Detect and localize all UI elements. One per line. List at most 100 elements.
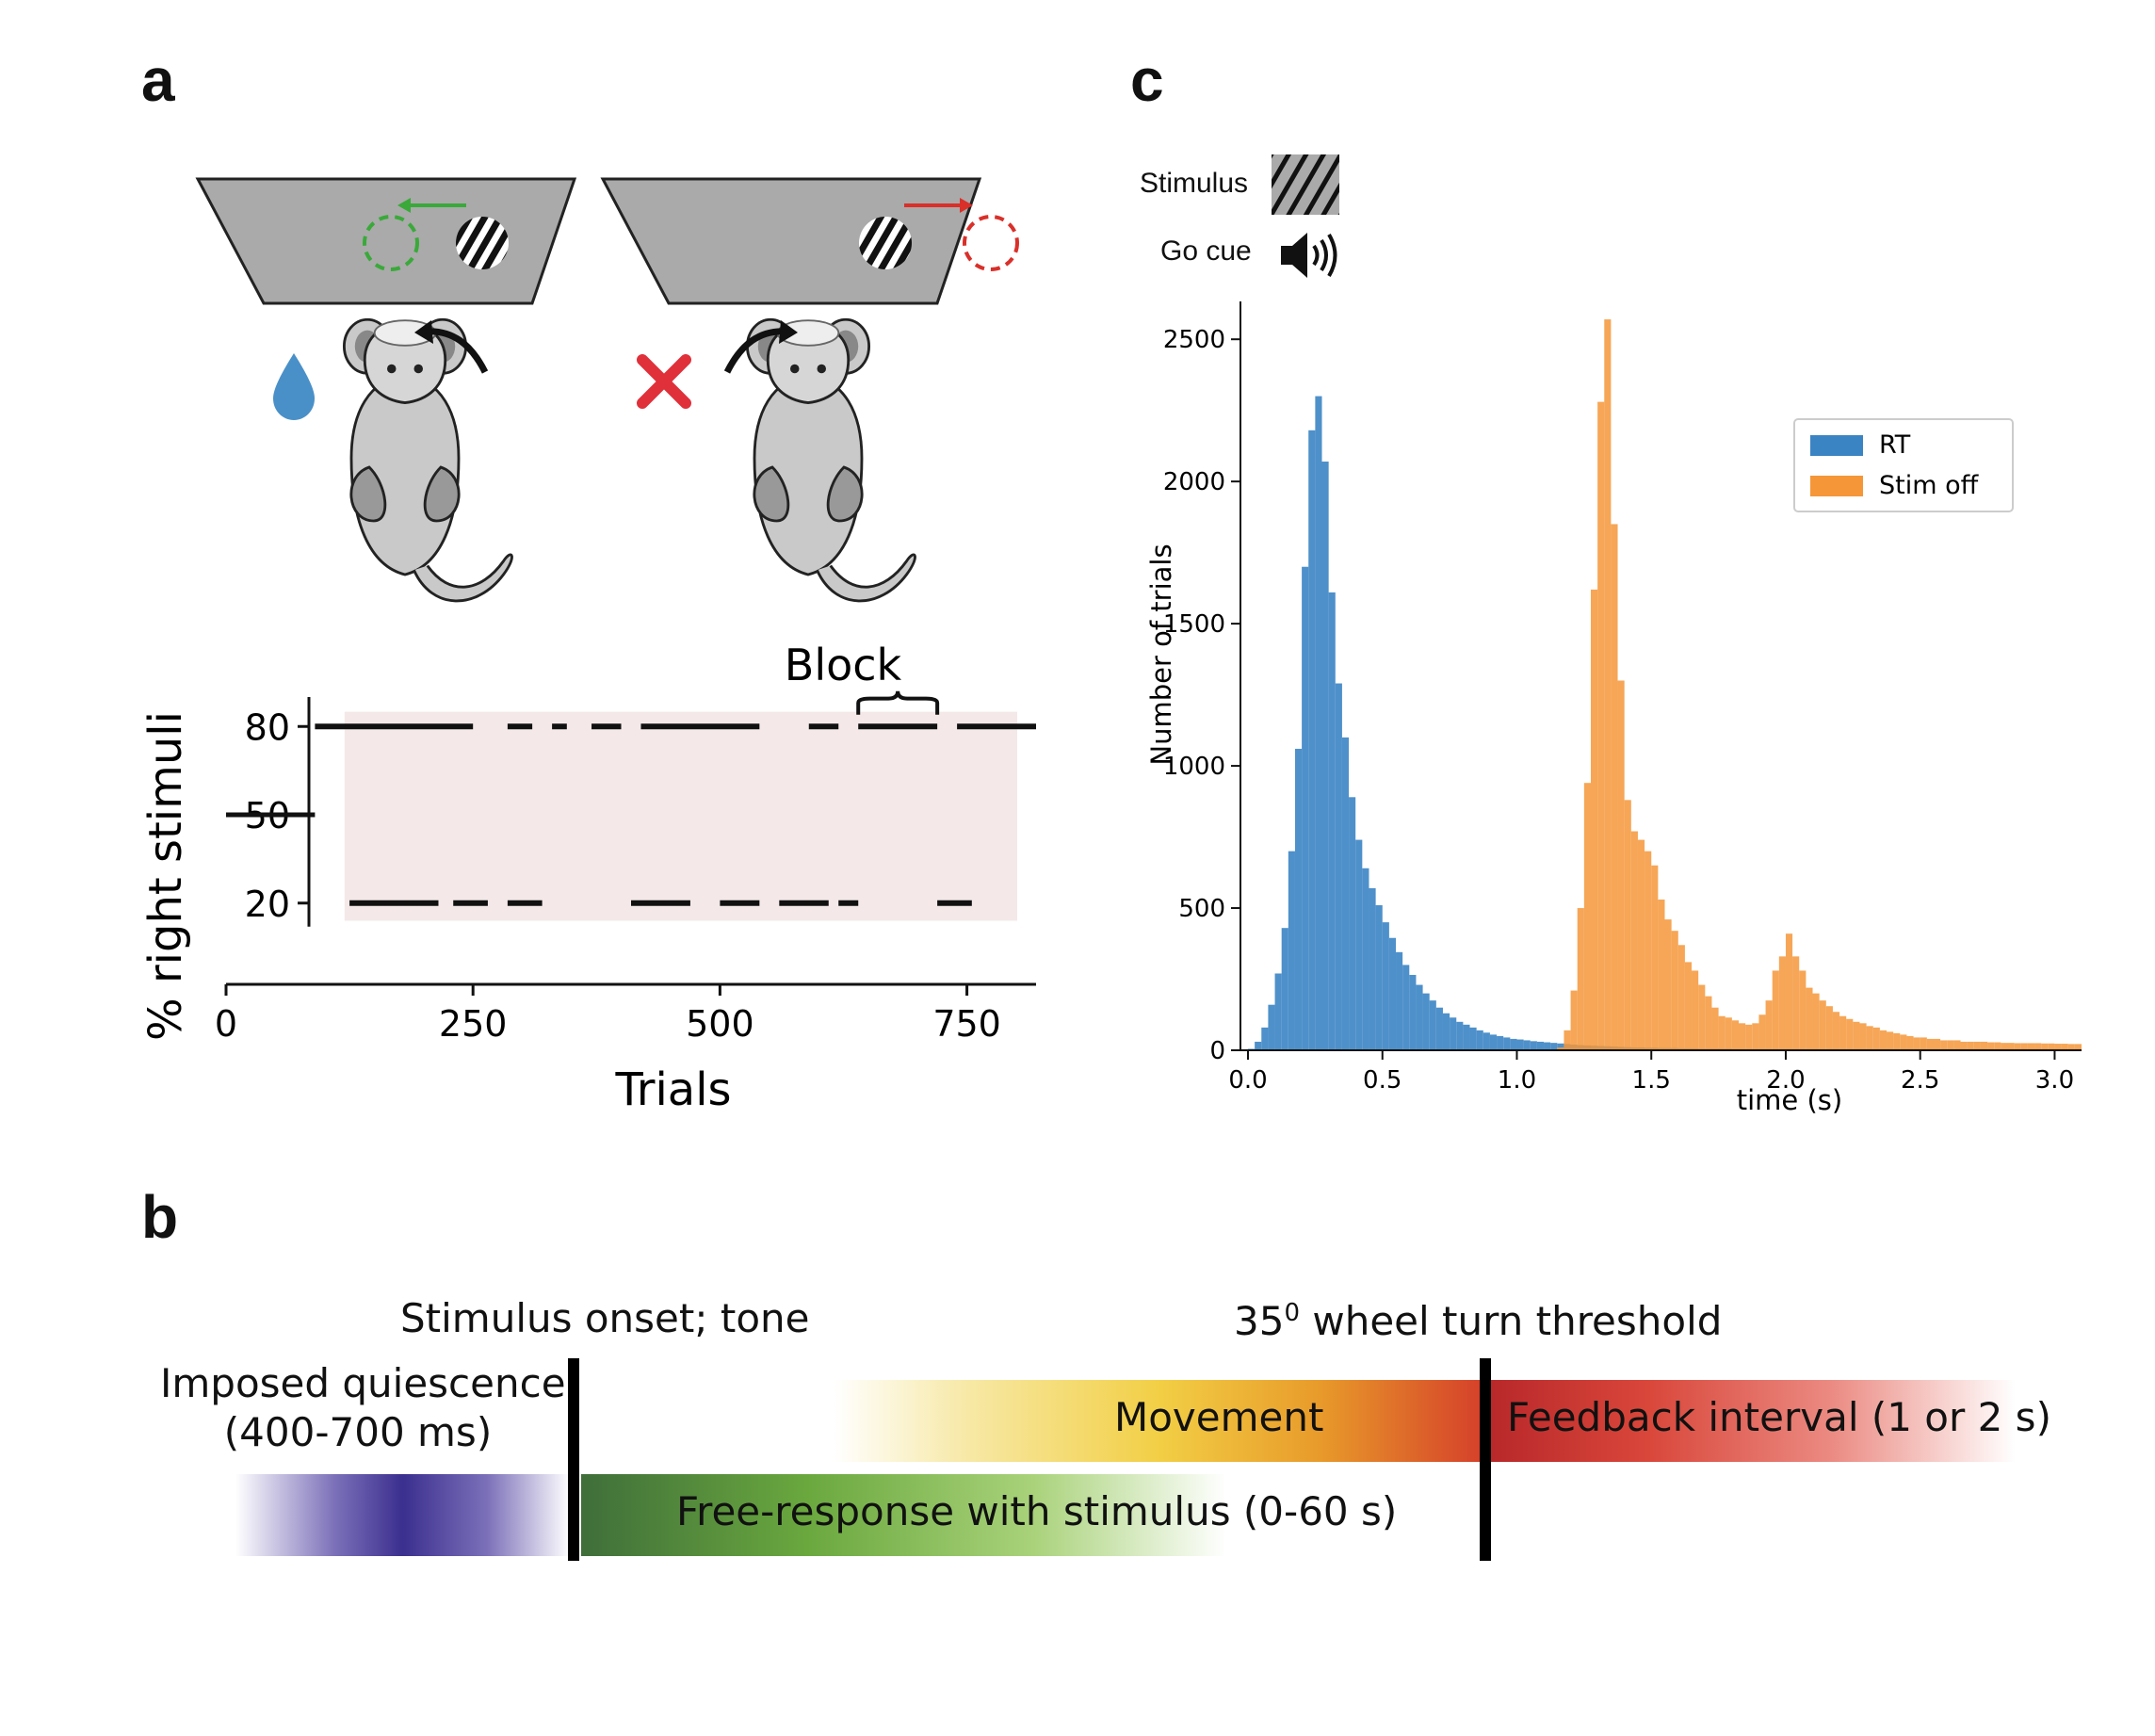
rt-bar <box>1349 797 1356 1050</box>
stim-off-bar <box>1967 1041 1974 1050</box>
stim-off-bar <box>2034 1043 2042 1050</box>
stim-off-bar <box>1913 1037 1920 1050</box>
rt-bar <box>1550 1043 1558 1050</box>
rt-bar <box>1362 868 1369 1050</box>
stim-off-bar <box>1799 970 1807 1050</box>
panel-letter-c: c <box>1130 46 1164 114</box>
stim-off-bar <box>2054 1044 2062 1050</box>
stim-off-bar <box>1664 919 1672 1050</box>
stim-off-bar <box>1658 899 1665 1050</box>
rt-bar <box>1536 1041 1545 1050</box>
stim-off-bar <box>1611 524 1618 1050</box>
block-x-tick-label: 250 <box>439 1003 508 1045</box>
rt-bar <box>1315 396 1322 1050</box>
hist-y-tick-label: 2500 <box>1163 326 1225 354</box>
stim-off-bar <box>1604 319 1612 1050</box>
right-screen <box>600 177 982 305</box>
rt-bar <box>1341 737 1350 1050</box>
rt-bar <box>1435 1007 1443 1050</box>
stim-off-bar <box>1933 1038 1941 1050</box>
rt-histogram: 0 500 1000 1500 2000 2500 0.0 0.5 1.0 1.5 2.0 2.5 3.… <box>1145 301 2082 1116</box>
rt-bar <box>1442 1013 1450 1050</box>
rt-bar <box>1497 1035 1504 1050</box>
hist-y-tick-label: 1000 <box>1163 753 1225 781</box>
stim-off-bar <box>1940 1040 1948 1050</box>
rt-bar <box>1409 974 1417 1050</box>
go-cue-label: Go cue <box>1160 235 1252 267</box>
rt-bar <box>1268 1004 1275 1050</box>
stim-off-bar <box>1577 908 1584 1050</box>
threshold-label: 350 wheel turn threshold <box>1234 1298 1722 1344</box>
rt-bar <box>1302 566 1309 1050</box>
water-drop-icon <box>273 353 315 420</box>
rt-bar <box>1456 1021 1464 1050</box>
stim-off-bar <box>1920 1037 1927 1050</box>
stim-off-bar <box>2027 1043 2035 1050</box>
rt-bar <box>1355 839 1363 1050</box>
hist-x-tick-label: 1.0 <box>1498 1066 1536 1095</box>
block-x-tick-label: 750 <box>932 1003 1001 1045</box>
stim-off-bar <box>1590 589 1598 1050</box>
stim-off-bar <box>1872 1027 1880 1050</box>
rt-bar <box>1274 973 1282 1050</box>
stim-off-bar <box>1987 1042 1995 1050</box>
free-response-label: Free-response with stimulus (0-60 s) <box>676 1488 1398 1534</box>
right-target-circle <box>963 215 1019 271</box>
rt-bar <box>1416 984 1423 1050</box>
stim-off-bar <box>1900 1034 1907 1050</box>
block-label: Block <box>785 641 902 690</box>
threshold-marker <box>1480 1358 1491 1561</box>
legend-label-rt: RT <box>1879 430 1911 460</box>
rt-bar <box>1261 1027 1269 1050</box>
stim-off-bar <box>1980 1041 1988 1050</box>
rt-bar <box>1523 1040 1531 1050</box>
stim-off-bar <box>1570 990 1578 1050</box>
hist-y-tick-label: 1500 <box>1163 610 1225 639</box>
stim-off-bar <box>1772 970 1779 1050</box>
block-y-tick-label: 80 <box>245 706 290 748</box>
panel-letter-b: b <box>141 1183 179 1251</box>
hist-x-tick-label: 0.0 <box>1228 1066 1267 1095</box>
stim-off-bar <box>1597 401 1605 1051</box>
stim-off-bar <box>1583 783 1591 1050</box>
left-target-circle <box>363 215 419 271</box>
turn-arrow-right <box>723 328 787 374</box>
rt-bar <box>1503 1037 1511 1050</box>
rt-bar <box>1255 1041 1262 1050</box>
feedback-label: Feedback interval (1 or 2 s) <box>1507 1394 2051 1440</box>
stimulus-onset-marker <box>568 1358 579 1561</box>
hist-y-tick-label: 2000 <box>1163 468 1225 496</box>
left-screen <box>195 177 577 305</box>
stim-off-bar <box>1866 1026 1873 1050</box>
rt-bar <box>1483 1032 1490 1050</box>
stim-off-bar <box>1953 1040 1961 1050</box>
stim-off-bar <box>1758 1014 1766 1050</box>
stim-off-bar <box>1752 1023 1759 1050</box>
stim-off-bar <box>1960 1041 1968 1050</box>
rt-bar <box>1308 430 1316 1050</box>
mouse-icon <box>745 317 916 603</box>
stim-off-bar <box>1994 1042 2001 1050</box>
rt-bar <box>1396 951 1403 1050</box>
block-shaded-region <box>344 711 1017 921</box>
stim-off-bar <box>2020 1043 2028 1050</box>
rt-bar <box>1335 683 1342 1050</box>
hist-y-label: Number of trials <box>1145 544 1177 765</box>
stim-off-bar <box>1806 987 1813 1050</box>
stimulus-label: Stimulus <box>1140 168 1249 199</box>
trial-timeline: Stimulus onset; tone 350 wheel turn thre… <box>0 1253 2155 1611</box>
stim-off-bar <box>1677 945 1685 1050</box>
stim-off-bar <box>1557 1046 1564 1050</box>
threshold-value: 35 <box>1234 1298 1285 1344</box>
rt-bar <box>1429 1000 1436 1050</box>
stim-off-bar <box>1973 1041 1981 1050</box>
stim-off-bar <box>1705 996 1712 1050</box>
legend-swatch-rt <box>1810 435 1863 456</box>
hist-x-tick-label: 2.0 <box>1766 1066 1805 1095</box>
stim-off-bar <box>2061 1044 2068 1050</box>
panel-letter-a: a <box>141 46 175 114</box>
stim-off-bar <box>1698 984 1706 1050</box>
stim-off-bar <box>2041 1043 2049 1050</box>
rt-bar <box>1294 748 1303 1050</box>
rt-bar <box>1382 922 1389 1050</box>
